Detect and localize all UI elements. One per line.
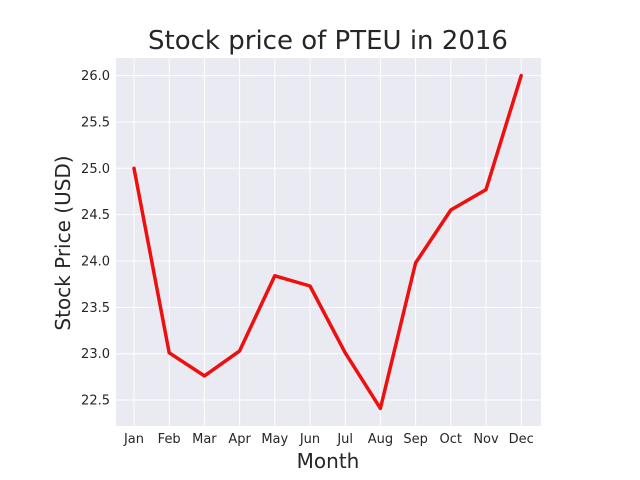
x-tick-label: Oct — [440, 432, 462, 447]
y-tick-label: 22.5 — [81, 394, 110, 409]
y-tick-label: 25.5 — [81, 115, 110, 130]
chart-title: Stock price of PTEU in 2016 — [148, 26, 508, 56]
x-tick-label: Jan — [123, 432, 144, 447]
x-tick-label: Mar — [192, 432, 217, 447]
y-axis-ticks: 22.5 23.0 23.5 24.0 24.5 25.0 25.5 26.0 — [81, 69, 110, 408]
x-axis-ticks: Jan Feb Mar Apr May Jun Jul Aug Sep Oct Nov Dec — [123, 432, 534, 447]
y-tick-label: 24.5 — [81, 208, 110, 223]
x-tick-label: Jul — [336, 432, 353, 447]
grid-lines — [116, 58, 541, 426]
x-tick-label: May — [261, 432, 288, 447]
x-tick-label: Nov — [473, 432, 499, 447]
y-axis-label: Stock Price (USD) — [51, 155, 75, 330]
series-line — [132, 73, 523, 411]
y-tick-label: 23.5 — [81, 301, 110, 316]
x-tick-label: Sep — [403, 432, 428, 447]
x-tick-label: Dec — [509, 432, 534, 447]
x-tick-label: Aug — [368, 432, 393, 447]
y-tick-label: 25.0 — [81, 162, 110, 177]
x-tick-label: Apr — [228, 432, 251, 447]
x-tick-label: Feb — [158, 432, 181, 447]
x-axis-label: Month — [297, 449, 360, 473]
x-tick-label: Jun — [299, 432, 320, 447]
y-tick-label: 26.0 — [81, 69, 110, 84]
y-tick-label: 23.0 — [81, 347, 110, 362]
y-tick-label: 24.0 — [81, 255, 110, 270]
plot-area — [116, 58, 541, 426]
